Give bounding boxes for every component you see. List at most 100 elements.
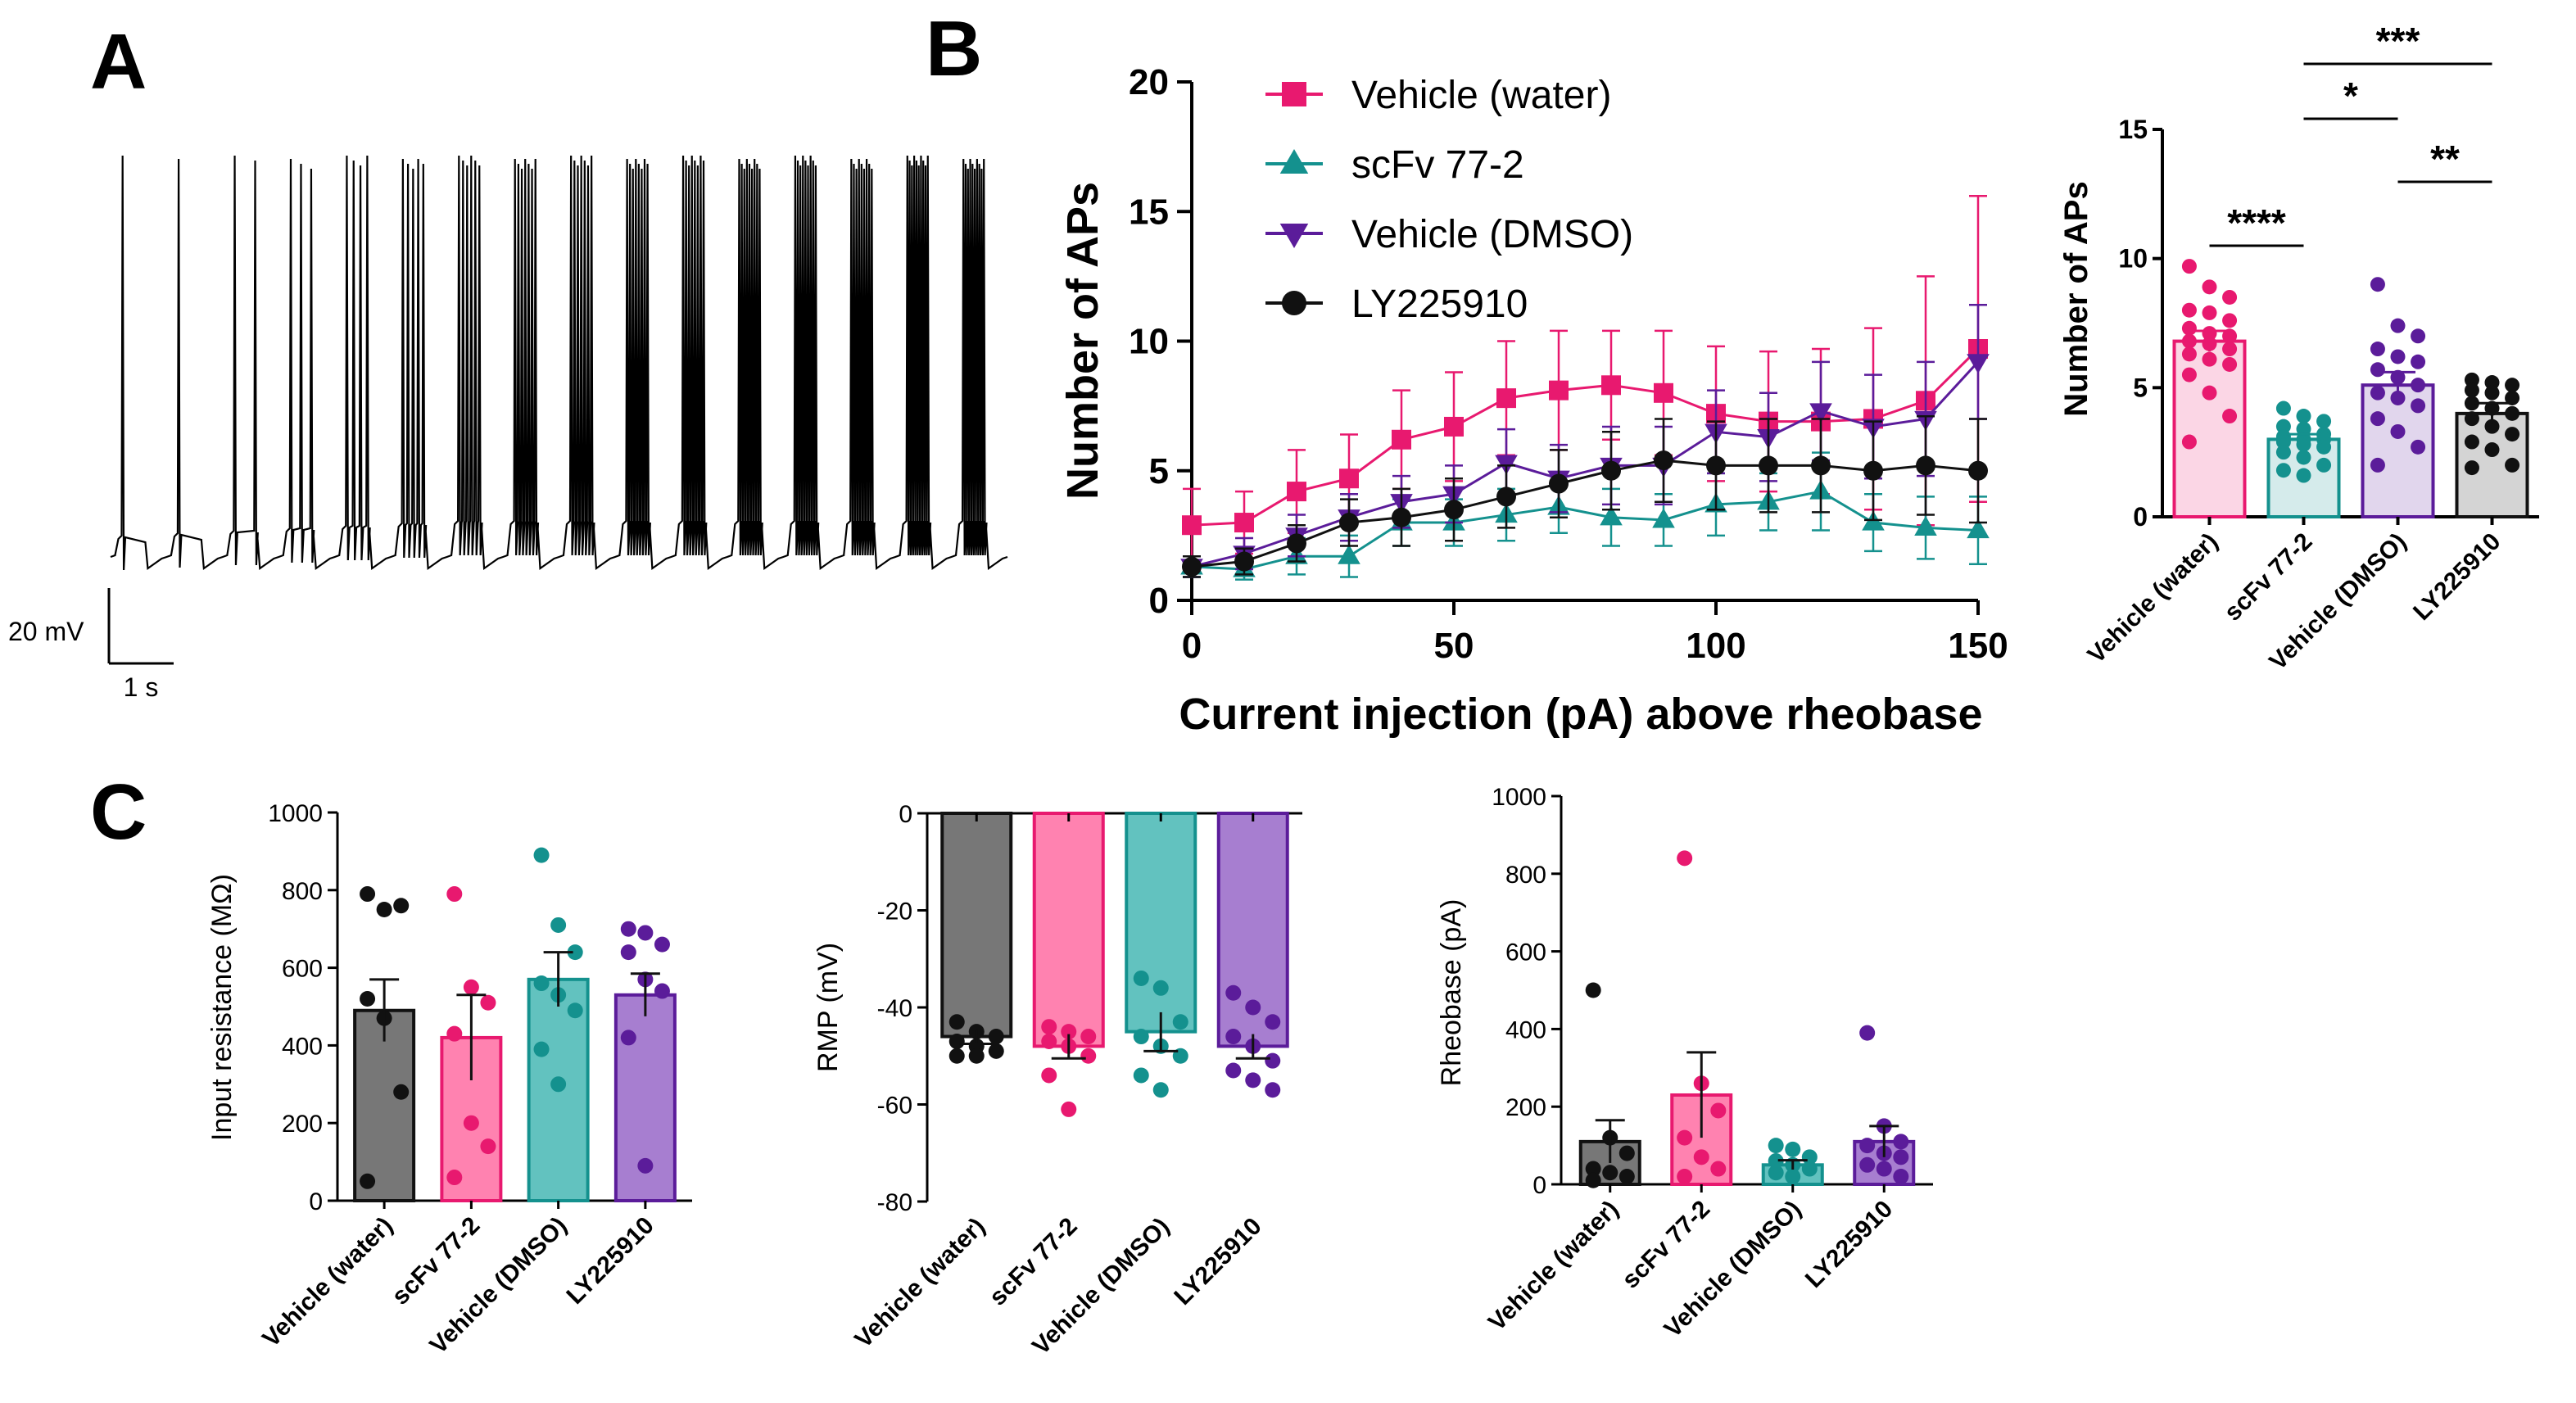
x-tick-label: 100 xyxy=(1686,626,1745,666)
data-point xyxy=(2411,439,2426,455)
series-line xyxy=(1191,490,1979,571)
bar-vehicle-water xyxy=(353,1008,416,1202)
data-point xyxy=(1234,551,1254,572)
bar-group-ly225910 xyxy=(613,921,677,1203)
data-point xyxy=(2275,463,2291,478)
data-point xyxy=(2181,302,2197,318)
data-point xyxy=(1549,380,1569,401)
data-point xyxy=(1677,1169,1693,1185)
y-tick-label: 800 xyxy=(1505,862,1546,889)
data-point xyxy=(2411,378,2426,393)
scalebar-voltage-label: 20 mV xyxy=(8,617,84,646)
data-point xyxy=(1245,999,1261,1016)
y-axis-title: RMP (mV) xyxy=(813,943,844,1072)
data-point xyxy=(2505,390,2520,405)
data-point xyxy=(1549,473,1569,494)
y-tick-label: 800 xyxy=(282,878,323,905)
data-point xyxy=(2275,419,2291,434)
y-tick-label: 200 xyxy=(1505,1094,1546,1121)
data-point xyxy=(1585,1172,1601,1188)
y-tick-label: 10 xyxy=(1129,322,1169,362)
data-point xyxy=(1706,455,1726,476)
bar-group-scfv-77-2 xyxy=(440,886,503,1203)
scalebar-time-label: 1 s xyxy=(124,672,159,702)
data-point xyxy=(1601,460,1621,481)
data-point xyxy=(620,1030,636,1046)
y-tick-label: 0 xyxy=(899,801,912,828)
data-point xyxy=(1859,1025,1876,1041)
significance-label: ** xyxy=(2430,138,2460,180)
data-point xyxy=(567,944,583,961)
data-point xyxy=(550,916,567,933)
data-point xyxy=(2316,439,2332,455)
data-point xyxy=(2505,427,2520,442)
significance-label: *** xyxy=(2376,20,2420,62)
category-label: scFv 77-2 xyxy=(985,1213,1083,1311)
series-ly225910 xyxy=(1182,415,1988,578)
panel-label-b: B xyxy=(926,5,982,93)
data-point xyxy=(2411,328,2426,344)
bar-group-ly225910 xyxy=(2455,372,2529,518)
data-point xyxy=(2222,409,2238,424)
data-point xyxy=(2484,385,2500,401)
data-point xyxy=(1041,1067,1057,1084)
bar-group-vehicle-dmso xyxy=(1761,1138,1824,1187)
data-point xyxy=(2296,409,2311,424)
data-point xyxy=(1585,982,1601,998)
significance-label: **** xyxy=(2227,201,2286,244)
data-point xyxy=(393,898,410,914)
legend-item-vehicle-water: Vehicle (water) xyxy=(1265,74,1611,117)
bar-group-vehicle-water xyxy=(2172,259,2247,518)
data-point xyxy=(1876,1161,1892,1177)
data-point xyxy=(2390,349,2406,364)
data-point xyxy=(360,886,376,903)
bar-group-vehicle-water xyxy=(940,812,1013,1064)
data-point xyxy=(2464,382,2479,398)
y-tick-label: 10 xyxy=(2118,244,2148,274)
data-point xyxy=(1893,1149,1909,1165)
data-point xyxy=(1152,980,1169,996)
data-point xyxy=(533,975,550,992)
data-point xyxy=(2464,460,2479,476)
aps-line-chart: 0 5 10 15 20 0 50 100 150 Vehicle (water) scFv 77… xyxy=(1058,62,2008,739)
data-point xyxy=(463,1115,479,1131)
data-point xyxy=(1041,1033,1057,1049)
bar-group-vehicle-dmso xyxy=(527,847,590,1202)
category-label: LY225910 xyxy=(1169,1213,1266,1310)
y-tick-label: -20 xyxy=(877,898,912,926)
legend-label: LY225910 xyxy=(1351,283,1528,326)
data-point xyxy=(2464,411,2479,427)
y-tick-label: 5 xyxy=(2133,373,2148,402)
panel-label-c: C xyxy=(90,768,147,856)
category-label: LY225910 xyxy=(562,1212,659,1310)
data-point xyxy=(2275,401,2291,416)
data-point xyxy=(2370,362,2385,378)
data-point xyxy=(2296,468,2311,483)
data-point xyxy=(2390,318,2406,333)
data-point xyxy=(2484,442,2500,458)
data-point xyxy=(1859,1138,1876,1154)
data-point xyxy=(1785,1141,1801,1157)
data-point xyxy=(2296,450,2311,465)
data-point xyxy=(1968,460,1988,481)
legend-item-vehicle-dmso: Vehicle (DMSO) xyxy=(1265,213,1633,256)
y-tick-label: -60 xyxy=(877,1093,912,1120)
data-point xyxy=(446,1170,463,1186)
data-point xyxy=(446,1025,463,1042)
data-point xyxy=(948,1014,965,1030)
data-point xyxy=(1914,515,1937,536)
data-point xyxy=(1444,500,1464,520)
data-point xyxy=(1601,375,1621,396)
y-tick-label: 15 xyxy=(1129,192,1169,232)
significance-label: * xyxy=(2343,75,2358,117)
data-point xyxy=(1287,533,1306,554)
data-point xyxy=(2202,305,2217,320)
legend-label: Vehicle (water) xyxy=(1351,74,1611,117)
category-label: LY225910 xyxy=(1800,1196,1898,1293)
data-point xyxy=(1444,416,1464,437)
bar-group-scfv-77-2 xyxy=(1670,850,1733,1186)
data-point xyxy=(1245,1072,1261,1088)
y-tick-label: 600 xyxy=(282,956,323,983)
data-point xyxy=(2222,356,2238,372)
